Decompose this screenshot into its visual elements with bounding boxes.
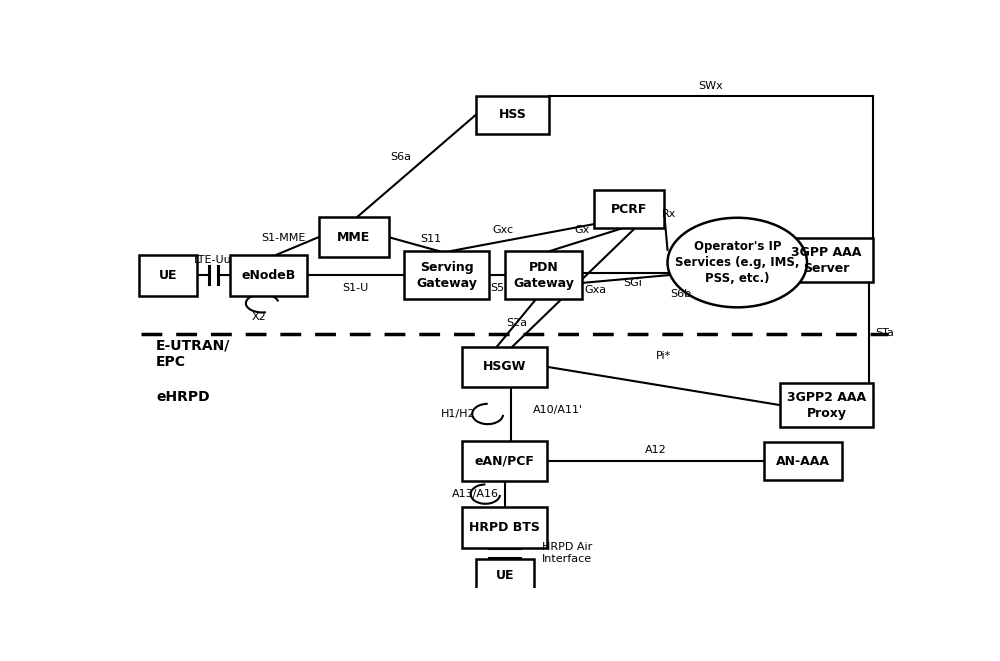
Text: UE: UE: [496, 569, 514, 582]
FancyBboxPatch shape: [594, 190, 664, 228]
Text: HRPD Air
Interface: HRPD Air Interface: [542, 543, 592, 564]
Text: A12: A12: [645, 445, 667, 455]
Text: 3GPP AAA
Server: 3GPP AAA Server: [791, 245, 862, 274]
Text: HSS: HSS: [499, 108, 526, 122]
Text: SGi: SGi: [623, 278, 642, 288]
Text: H1/H2: H1/H2: [441, 409, 476, 419]
Text: SWx: SWx: [699, 81, 723, 91]
Text: X2: X2: [252, 312, 266, 322]
Text: S6b: S6b: [670, 289, 692, 299]
Text: 3GPP2 AAA
Proxy: 3GPP2 AAA Proxy: [787, 391, 866, 420]
FancyBboxPatch shape: [319, 217, 388, 258]
Text: S5: S5: [490, 283, 504, 293]
Text: eAN/PCF: eAN/PCF: [475, 455, 535, 467]
FancyBboxPatch shape: [230, 255, 307, 295]
FancyBboxPatch shape: [764, 442, 842, 480]
Text: HRPD BTS: HRPD BTS: [469, 521, 540, 533]
Text: E-UTRAN/
EPC: E-UTRAN/ EPC: [156, 339, 230, 369]
FancyBboxPatch shape: [780, 383, 873, 427]
FancyBboxPatch shape: [780, 239, 873, 282]
FancyBboxPatch shape: [476, 559, 534, 592]
Text: S11: S11: [420, 234, 441, 244]
Text: PDN
Gateway: PDN Gateway: [513, 261, 574, 290]
Text: A13/A16: A13/A16: [452, 489, 499, 499]
Text: eNodeB: eNodeB: [241, 269, 296, 282]
FancyBboxPatch shape: [462, 441, 547, 481]
Text: UE: UE: [158, 269, 177, 282]
FancyBboxPatch shape: [476, 96, 549, 134]
Text: PCRF: PCRF: [611, 203, 647, 215]
FancyBboxPatch shape: [462, 507, 547, 547]
FancyBboxPatch shape: [404, 251, 489, 299]
Text: HSGW: HSGW: [483, 360, 526, 373]
Text: Serving
Gateway: Serving Gateway: [416, 261, 477, 290]
Ellipse shape: [668, 217, 807, 307]
Text: AN-AAA: AN-AAA: [776, 455, 830, 467]
Text: LTE-Uu: LTE-Uu: [194, 255, 232, 265]
Text: Gxc: Gxc: [492, 225, 513, 235]
Text: A10/A11': A10/A11': [533, 405, 583, 415]
Text: S1-U: S1-U: [342, 283, 369, 293]
Text: S2a: S2a: [506, 318, 527, 328]
Text: Operator's IP
Services (e.g, IMS,
PSS, etc.): Operator's IP Services (e.g, IMS, PSS, e…: [675, 240, 800, 285]
Text: S6a: S6a: [391, 151, 412, 162]
Text: S1-MME: S1-MME: [261, 233, 306, 243]
Text: STa: STa: [875, 328, 894, 338]
Text: Pi*: Pi*: [656, 351, 671, 361]
Text: MME: MME: [337, 231, 370, 244]
Text: Gxa: Gxa: [584, 285, 606, 295]
Text: Gx: Gx: [575, 225, 590, 235]
FancyBboxPatch shape: [139, 255, 197, 295]
Text: Rx: Rx: [662, 209, 677, 219]
Text: eHRPD: eHRPD: [156, 390, 210, 404]
FancyBboxPatch shape: [462, 346, 547, 387]
FancyBboxPatch shape: [505, 251, 582, 299]
